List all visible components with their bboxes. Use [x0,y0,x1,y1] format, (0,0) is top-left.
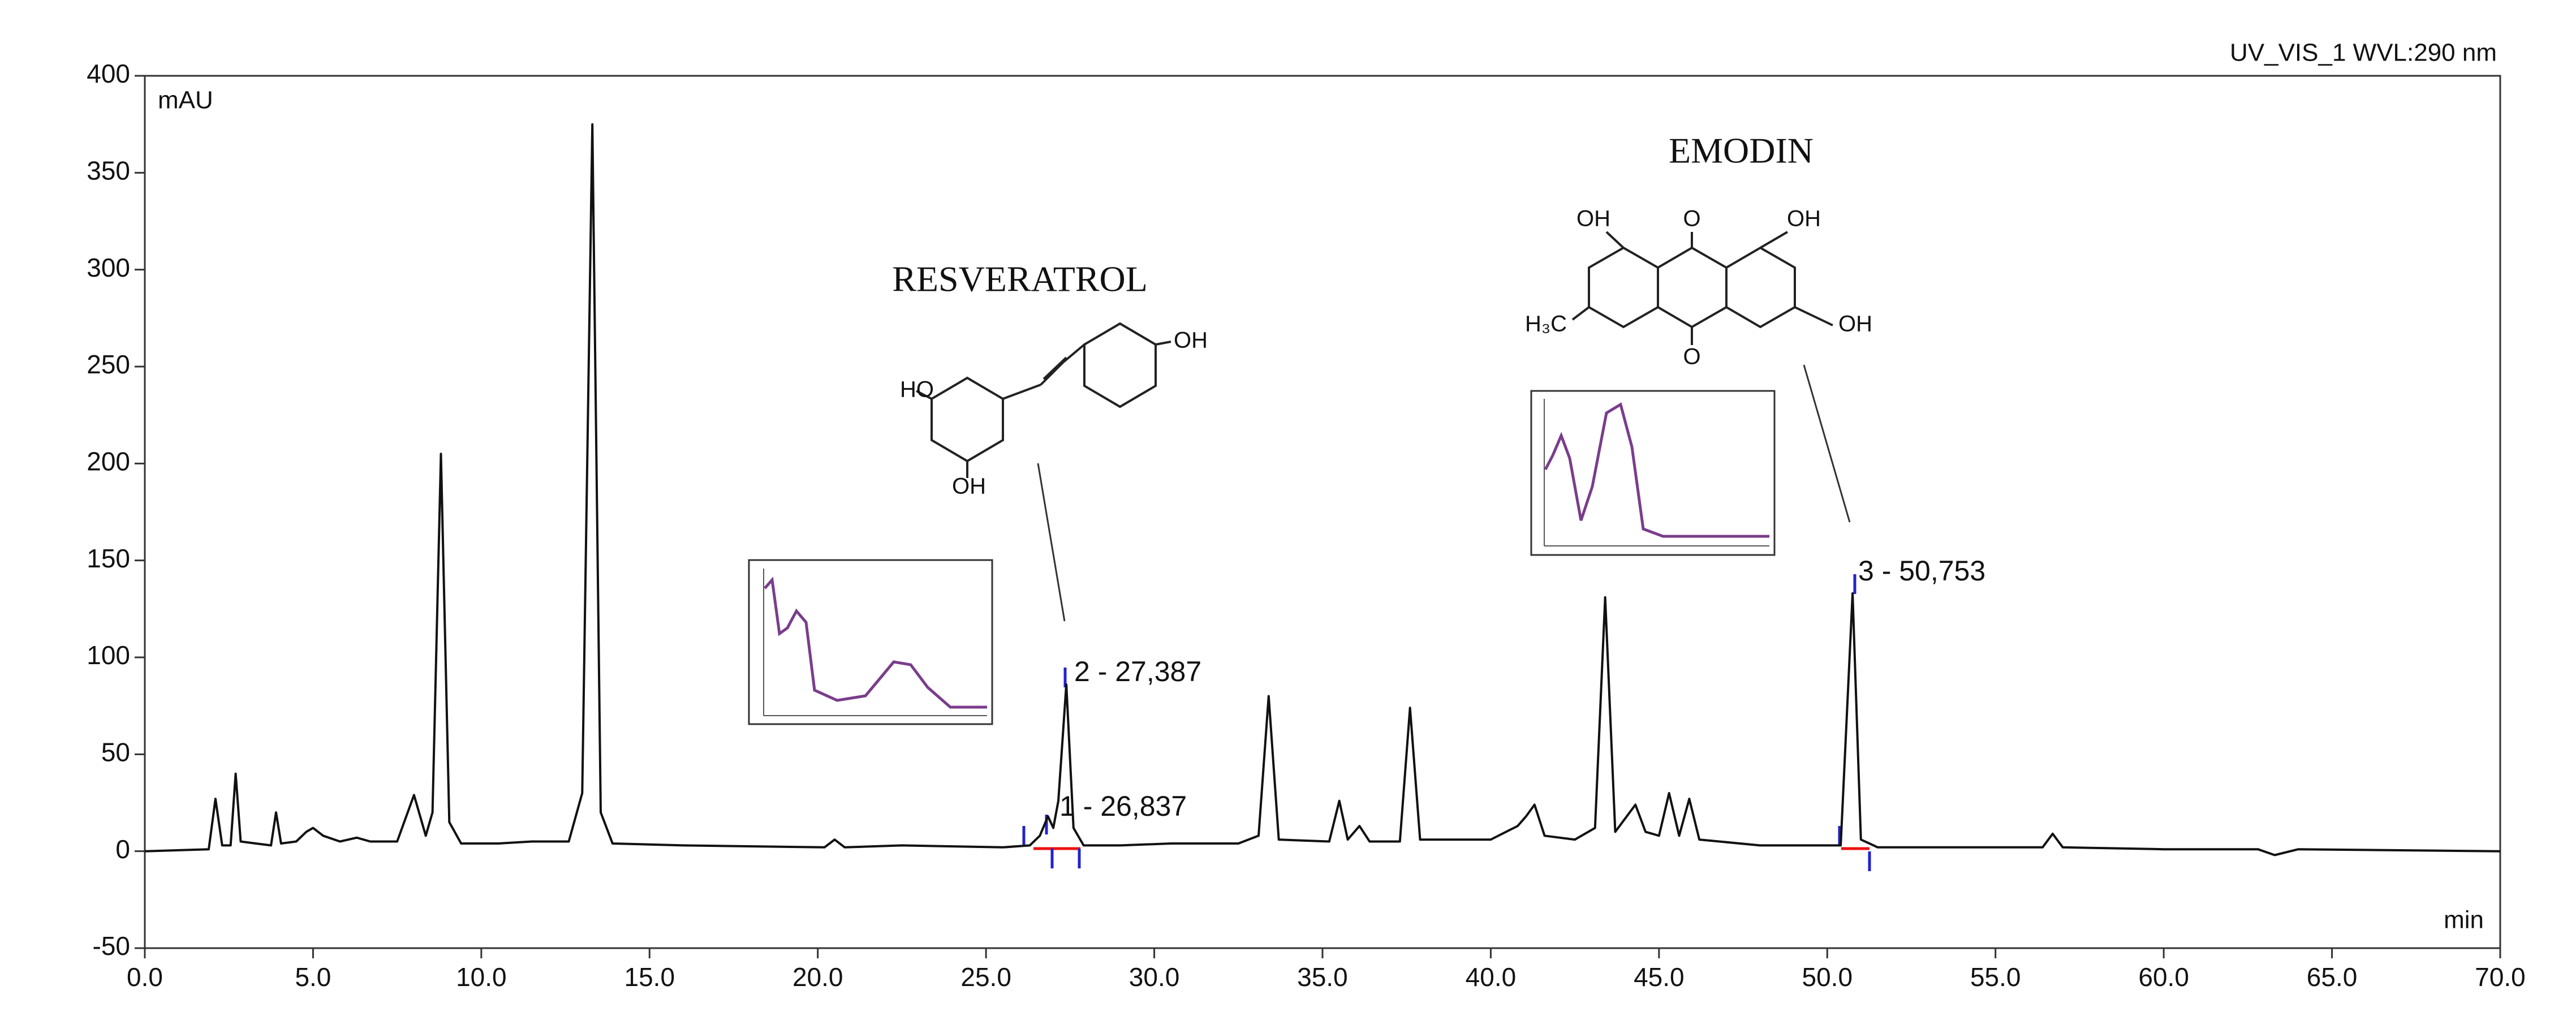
spectrum-inset [1530,390,1776,556]
x-tick-label: 30.0 [1129,962,1180,992]
x-tick-label: 20.0 [792,962,843,992]
y-axis-label: mAU [158,87,213,114]
y-tick-label: 50 [101,737,130,767]
y-tick-label: 150 [87,544,130,573]
x-tick-label: 70.0 [2475,962,2526,992]
y-tick-label: 400 [87,59,130,88]
leader-line [1037,463,1066,622]
plot-frame [144,75,2501,949]
chart-title: UV_VIS_1 WVL:290 nm [2230,39,2497,67]
compound-name: EMODIN [1669,131,1813,171]
resveratrol-structure [916,322,1171,478]
x-tick-label: 45.0 [1634,962,1685,992]
spectrum-inset [748,559,993,725]
x-axis-label: min [2444,906,2484,934]
y-tick-label: 300 [87,253,130,282]
y-tick-label: 0 [115,834,130,864]
atom-label: HO [900,377,934,402]
atom-label: OH [1787,206,1821,231]
x-tick-label: 35.0 [1297,962,1348,992]
atom-label: OH [1838,312,1872,337]
peak-label: 3 - 50,753 [1858,555,1985,587]
peak-label: 2 - 27,387 [1074,656,1201,687]
chromatogram-line [144,123,2501,856]
atom-label: OH [952,474,986,499]
leader-line [1803,364,1851,523]
x-tick-label: 55.0 [1970,962,2021,992]
x-tick-label: 40.0 [1466,962,1517,992]
atom-label: OH [1576,206,1610,231]
y-tick-label: -50 [93,931,130,961]
atom-label: O [1683,345,1700,369]
x-tick-label: 15.0 [624,962,675,992]
x-tick-label: 25.0 [960,962,1011,992]
x-tick-label: 65.0 [2307,962,2358,992]
peak-label: 1 - 26,837 [1059,790,1187,822]
x-tick-label: 5.0 [295,962,331,992]
y-tick-label: 200 [87,446,130,476]
y-tick-label: 100 [87,640,130,670]
atom-label: O [1683,206,1700,231]
x-tick-label: 0.0 [127,962,163,992]
x-tick-label: 10.0 [456,962,507,992]
x-tick-label: 50.0 [1802,962,1853,992]
compound-name: RESVERATROL [892,259,1148,299]
y-tick-label: 350 [87,156,130,185]
integration-markers [1022,574,1871,871]
atom-label: H₃C [1525,312,1567,337]
atom-label: OH [1174,328,1208,353]
y-tick-label: 250 [87,350,130,379]
emodin-structure [1571,231,1833,345]
x-tick-label: 60.0 [2138,962,2189,992]
